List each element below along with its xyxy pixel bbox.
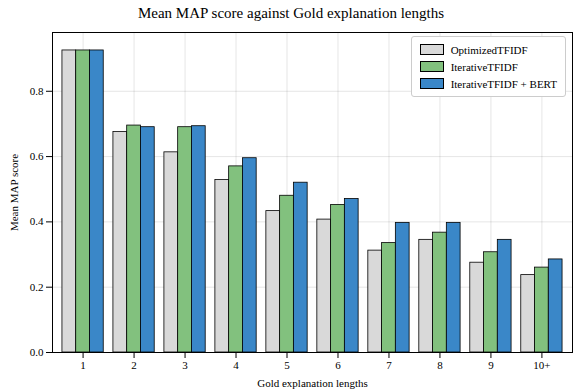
svg-text:1: 1 bbox=[80, 359, 86, 371]
svg-text:7: 7 bbox=[386, 359, 392, 371]
svg-text:2: 2 bbox=[131, 359, 137, 371]
svg-text:0.6: 0.6 bbox=[30, 150, 44, 162]
html-text:Mean MAP score against Gold ex: Mean MAP score against Gold explanation … bbox=[138, 5, 444, 21]
svg-text:Mean MAP score: Mean MAP score bbox=[8, 154, 20, 231]
svg-text:3: 3 bbox=[182, 359, 188, 371]
svg-text:9: 9 bbox=[488, 359, 494, 371]
svg-text:5: 5 bbox=[284, 359, 290, 371]
svg-text:6: 6 bbox=[335, 359, 341, 371]
html-text:OptimizedTFIDF: OptimizedTFIDF bbox=[450, 43, 528, 56]
svg-text:8: 8 bbox=[437, 359, 443, 371]
svg-text:0.2: 0.2 bbox=[30, 281, 44, 293]
svg-text:0.4: 0.4 bbox=[30, 215, 44, 227]
svg-text:0.0: 0.0 bbox=[30, 346, 44, 358]
svg-text:0.8: 0.8 bbox=[30, 85, 44, 97]
svg-text:10+: 10+ bbox=[533, 359, 550, 371]
svg-text:Gold explanation lengths: Gold explanation lengths bbox=[257, 377, 368, 389]
html-text:IterativeTFIDF + BERT: IterativeTFIDF + BERT bbox=[450, 77, 557, 90]
svg-text:4: 4 bbox=[233, 359, 239, 371]
html-text:IterativeTFIDF: IterativeTFIDF bbox=[450, 60, 518, 73]
